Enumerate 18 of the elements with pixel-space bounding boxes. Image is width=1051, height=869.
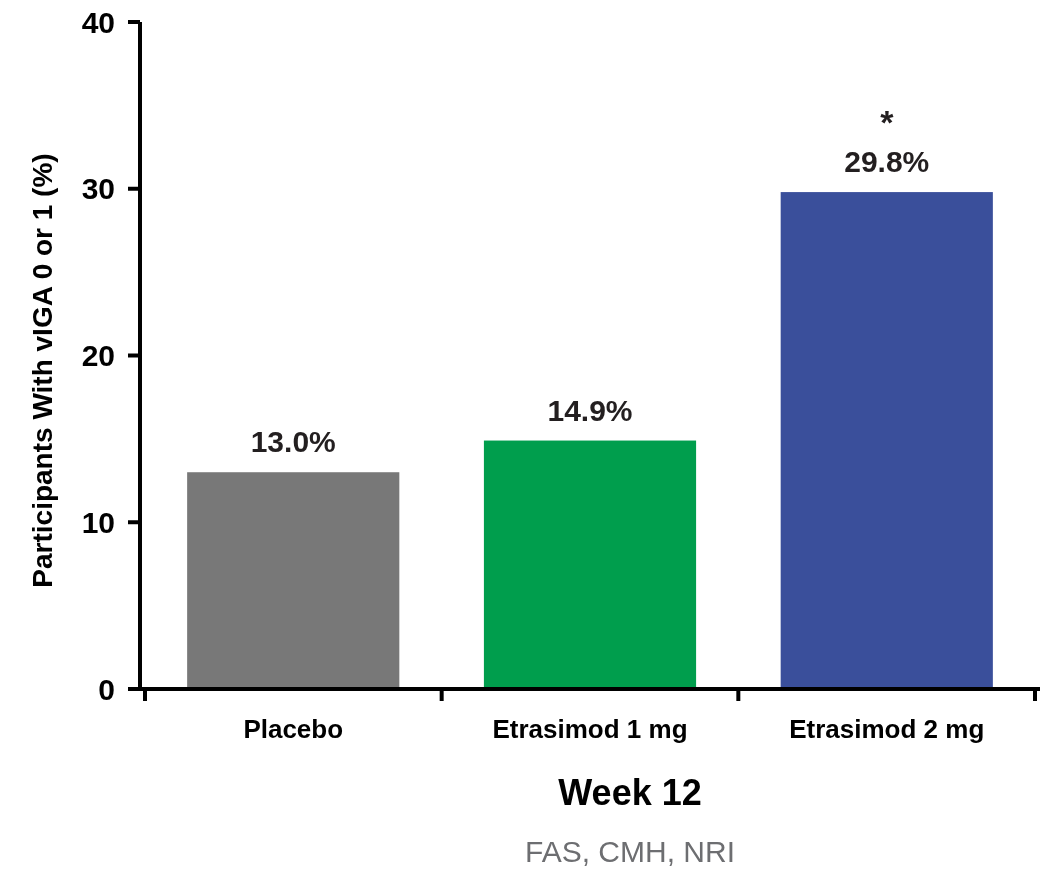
x-tick-label: Etrasimod 1 mg xyxy=(492,714,688,744)
y-tick-label: 40 xyxy=(81,5,115,39)
bar xyxy=(483,440,697,689)
data-label: 13.0% xyxy=(250,425,336,459)
data-label: 29.8% xyxy=(844,145,930,179)
annotation: * xyxy=(880,103,895,142)
y-axis-title: Participants With vIGA 0 or 1 (%) xyxy=(27,153,58,588)
y-tick-label: 10 xyxy=(81,505,115,539)
x-tick-label: Etrasimod 2 mg xyxy=(789,714,985,744)
x-axis-title: Week 12 xyxy=(558,772,702,813)
y-tick-label: 30 xyxy=(81,172,115,206)
data-label: 14.9% xyxy=(547,393,633,427)
bar xyxy=(187,472,400,689)
text: FAS, CMH, NRI xyxy=(524,835,736,868)
x-tick-label: Placebo xyxy=(243,714,344,744)
bar xyxy=(780,192,993,689)
y-tick-label: 20 xyxy=(81,339,115,372)
y-tick-label: 0 xyxy=(98,672,115,706)
